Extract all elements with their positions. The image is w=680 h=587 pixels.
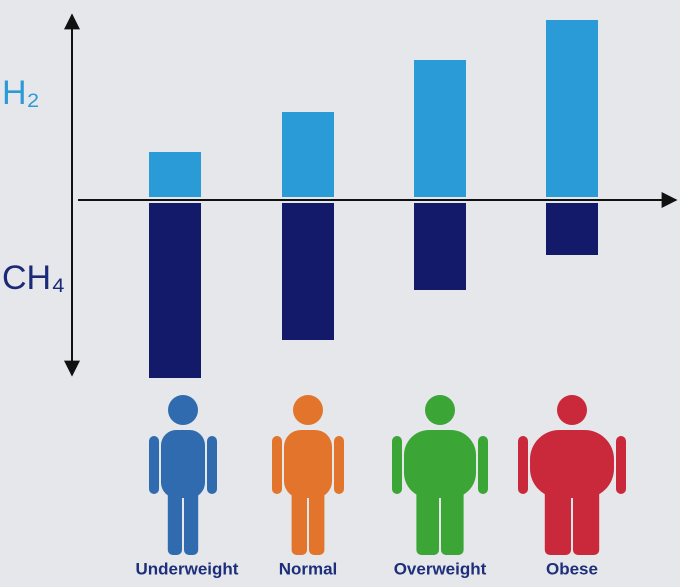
bar (149, 203, 201, 378)
person-leg (544, 480, 571, 555)
bar (282, 112, 334, 197)
person-arm (149, 436, 159, 494)
bar (414, 60, 466, 197)
person-leg (167, 480, 182, 555)
person-head (293, 395, 323, 425)
person-arm (478, 436, 488, 494)
category-label: Obese (546, 559, 598, 578)
person-torso (161, 430, 205, 498)
person-leg (184, 480, 199, 555)
person-leg (573, 480, 600, 555)
person-arm (207, 436, 217, 494)
bar (149, 152, 201, 197)
person-arm (616, 436, 626, 494)
category-label: Normal (279, 559, 338, 578)
person-torso (530, 430, 614, 498)
person-leg (441, 480, 464, 555)
person-leg (309, 480, 325, 555)
person-arm (392, 436, 402, 494)
category-label: Underweight (136, 559, 239, 578)
axis-label: H₂ (2, 74, 40, 112)
person-head (557, 395, 587, 425)
person-arm (272, 436, 282, 494)
bar (546, 20, 598, 197)
category-label: Overweight (394, 559, 487, 578)
bar (546, 203, 598, 255)
person-head (425, 395, 455, 425)
person-arm (334, 436, 344, 494)
person-arm (518, 436, 528, 494)
person-torso (404, 430, 476, 498)
axis-label: CH₄ (2, 259, 65, 297)
person-head (168, 395, 198, 425)
bar (282, 203, 334, 340)
bar (414, 203, 466, 290)
person-leg (416, 480, 439, 555)
person-leg (291, 480, 307, 555)
person-torso (284, 430, 332, 498)
